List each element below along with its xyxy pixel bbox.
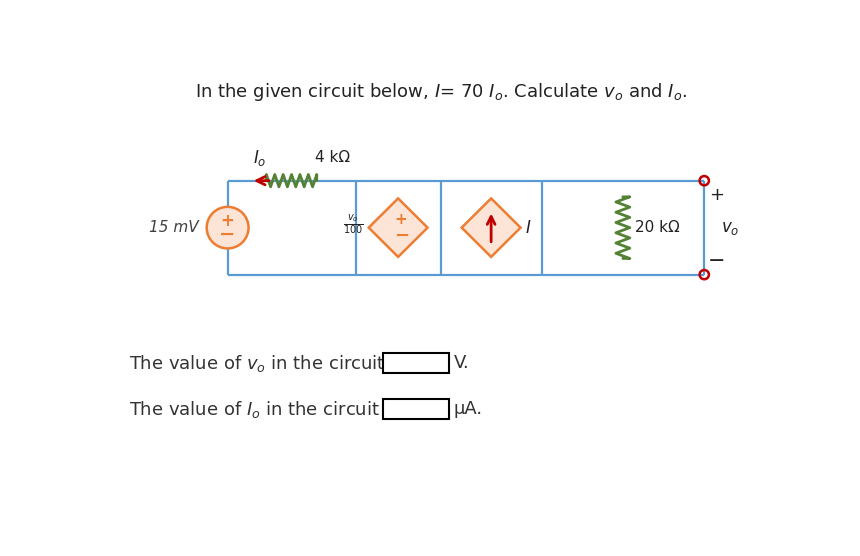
Text: −: − [219, 225, 236, 244]
Text: +: + [221, 212, 235, 231]
Text: $v_o$: $v_o$ [722, 219, 740, 237]
Text: $\frac{v_o}{100}$: $\frac{v_o}{100}$ [343, 213, 364, 236]
Text: 20 kΩ: 20 kΩ [636, 220, 680, 235]
Text: 4 kΩ: 4 kΩ [315, 150, 350, 165]
Text: +: + [395, 212, 408, 227]
Text: The value of $v_o$ in the circuit is: The value of $v_o$ in the circuit is [129, 353, 405, 374]
Text: 15 mV: 15 mV [149, 220, 198, 235]
FancyBboxPatch shape [383, 353, 449, 373]
Text: $I_o$: $I_o$ [254, 148, 267, 168]
Text: μA.: μA. [454, 400, 483, 418]
Text: In the given circuit below, $I$= 70 $I_o$. Calculate $v_o$ and $I_o$.: In the given circuit below, $I$= 70 $I_o… [194, 81, 687, 102]
Text: The value of $I_o$ in the circuit is: The value of $I_o$ in the circuit is [129, 399, 400, 420]
Text: V.: V. [454, 354, 470, 372]
FancyBboxPatch shape [383, 399, 449, 419]
Text: +: + [710, 186, 724, 203]
Polygon shape [462, 198, 520, 257]
Circle shape [206, 207, 249, 249]
Text: $I$: $I$ [525, 219, 531, 237]
Text: −: − [394, 227, 408, 245]
Polygon shape [369, 198, 427, 257]
Text: −: − [708, 251, 725, 271]
